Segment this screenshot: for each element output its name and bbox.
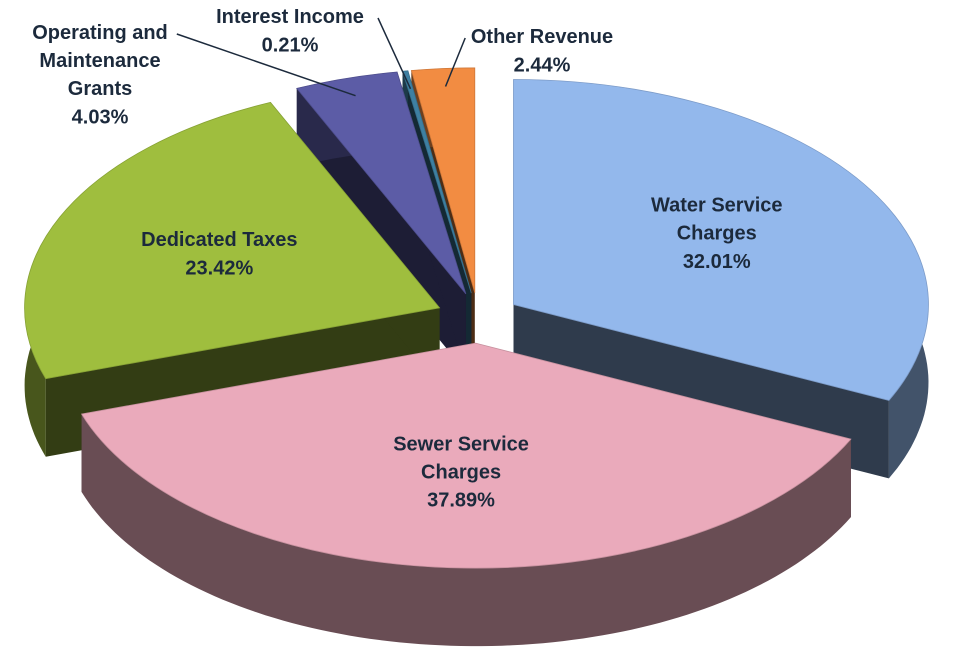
- slice-label: Water Service Charges: [651, 195, 783, 245]
- slice-value-label: 4.03%: [72, 106, 129, 128]
- slice-label: Other Revenue: [471, 26, 613, 48]
- slice: [80, 342, 852, 647]
- slice-label: Dedicated Taxes: [141, 229, 297, 251]
- slice-top: [24, 101, 441, 380]
- slice-top: [296, 71, 467, 295]
- slice-value-label: 2.44%: [514, 54, 571, 76]
- leader-line: [176, 33, 356, 97]
- slice-label: Interest Income: [216, 6, 364, 28]
- slice-value-label: 0.21%: [262, 34, 319, 56]
- slice-top: [410, 67, 476, 293]
- leader-line: [377, 17, 412, 90]
- slice-label: Sewer Service Charges: [393, 434, 529, 484]
- slice-label: Operating and Maintenance Grants: [32, 22, 168, 100]
- leader-line: [444, 37, 466, 87]
- slice-value-label: 37.89%: [427, 490, 495, 512]
- slice-value-label: 23.42%: [185, 257, 253, 279]
- slice-top: [513, 79, 929, 401]
- slice-value-label: 32.01%: [683, 251, 751, 273]
- slice-side: [81, 414, 851, 647]
- slice-top: [80, 342, 852, 569]
